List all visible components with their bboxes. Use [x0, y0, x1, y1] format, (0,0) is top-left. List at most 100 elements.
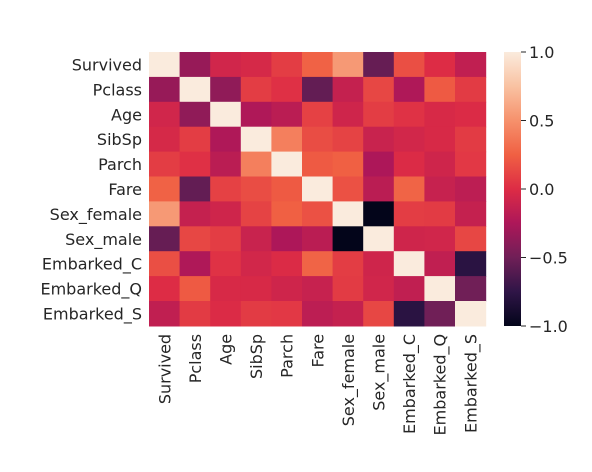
heatmap-cell: [179, 276, 211, 302]
x-tick-label: Age: [217, 334, 236, 365]
y-tick-label: Fare: [108, 180, 142, 199]
y-tick-label: Sex_male: [65, 230, 142, 250]
x-tick-label: Sex_male: [370, 334, 390, 411]
heatmap-cell: [149, 176, 181, 202]
x-tick-label: Embarked_S: [461, 334, 481, 433]
heatmap-cell: [302, 76, 334, 103]
heatmap-cell: [455, 226, 487, 252]
heatmap-cell: [149, 126, 181, 153]
heatmap-cell: [271, 101, 303, 128]
heatmap-cell: [363, 276, 395, 302]
heatmap-cell: [240, 76, 272, 103]
x-tick-label: Embarked_Q: [431, 334, 451, 436]
colorbar-tick-label: 0.0: [529, 180, 554, 199]
heatmap-cell: [149, 226, 181, 252]
heatmap-cell: [271, 151, 303, 178]
heatmap-cell: [149, 101, 181, 128]
y-tick-label: Pclass: [93, 80, 142, 99]
heatmap-cell: [210, 251, 242, 277]
heatmap-cell: [271, 176, 303, 202]
heatmap-cell: [149, 276, 181, 302]
y-tick-label: SibSp: [97, 130, 142, 149]
heatmap-cell: [210, 276, 242, 302]
heatmap-cell: [424, 226, 456, 252]
heatmap-cell: [455, 301, 487, 327]
y-tick-label: Age: [111, 105, 142, 124]
heatmap-cell: [363, 251, 395, 277]
heatmap-cell: [363, 301, 395, 327]
heatmap-cell: [363, 52, 395, 78]
heatmap-cell: [240, 251, 272, 277]
heatmap-cell: [149, 201, 181, 227]
heatmap-cell: [393, 251, 425, 277]
heatmap-cell: [332, 176, 364, 202]
heatmap-cell: [332, 301, 364, 327]
heatmap-cell: [271, 301, 303, 327]
heatmap-cell: [179, 76, 211, 103]
heatmap-cell: [393, 301, 425, 327]
heatmap-cell: [271, 251, 303, 277]
heatmap-cell: [455, 101, 487, 128]
heatmap-cell: [271, 276, 303, 302]
colorbar-tick-label: −1.0: [529, 317, 568, 336]
heatmap-cell: [302, 201, 334, 227]
heatmap-cell: [393, 76, 425, 103]
heatmap-cell: [393, 201, 425, 227]
heatmap-cell: [424, 276, 456, 302]
heatmap-cell: [210, 226, 242, 252]
heatmap-cell: [332, 251, 364, 277]
heatmap-cell: [455, 52, 487, 78]
heatmap-cell: [179, 201, 211, 227]
heatmap-cell: [424, 201, 456, 227]
colorbar-gradient: [504, 52, 521, 326]
heatmap-cell: [210, 151, 242, 178]
heatmap-cell: [302, 52, 334, 78]
heatmap-cell: [393, 151, 425, 178]
y-tick-label: Embarked_Q: [40, 280, 142, 300]
heatmap-cell: [302, 151, 334, 178]
heatmap-cell: [455, 176, 487, 202]
heatmap-cell: [455, 151, 487, 178]
heatmap-cell: [332, 226, 364, 252]
heatmap-cell: [332, 276, 364, 302]
heatmap-cell: [393, 176, 425, 202]
y-tick-labels: Survived Pclass Age SibSp Parch Fare Sex_femal…: [40, 55, 142, 324]
heatmap-cell: [271, 76, 303, 103]
heatmap-cell: [240, 201, 272, 227]
x-tick-label: Parch: [278, 334, 297, 378]
heatmap-cell: [455, 276, 487, 302]
heatmap-cell: [424, 301, 456, 327]
heatmap-cell: [455, 251, 487, 277]
heatmap-cell: [179, 151, 211, 178]
heatmap-cell: [179, 126, 211, 153]
heatmap-cell: [210, 301, 242, 327]
heatmap-cell: [149, 52, 181, 78]
heatmap-cell: [424, 101, 456, 128]
x-tick-label: Sex_female: [339, 334, 359, 426]
heatmap-cell: [179, 52, 211, 78]
heatmap-cell: [240, 176, 272, 202]
heatmap-cell: [302, 176, 334, 202]
heatmap-cell: [271, 226, 303, 252]
y-tick-label: Parch: [98, 155, 142, 174]
heatmap-cell: [393, 126, 425, 153]
heatmap-cell: [302, 251, 334, 277]
colorbar-tick-label: 1.0: [529, 43, 554, 62]
heatmap-cell: [455, 201, 487, 227]
heatmap-cell: [210, 52, 242, 78]
heatmap-cell: [271, 201, 303, 227]
y-tick-label: Embarked_S: [43, 304, 142, 324]
y-tick-label: Sex_female: [50, 205, 142, 225]
heatmap-cell: [302, 126, 334, 153]
heatmap-cell: [332, 76, 364, 103]
x-tick-label: SibSp: [247, 334, 266, 379]
heatmap-cell: [455, 126, 487, 153]
heatmap-cell: [424, 76, 456, 103]
heatmap-cell: [240, 101, 272, 128]
heatmap-cell: [149, 301, 181, 327]
heatmap-cell: [363, 76, 395, 103]
x-tick-label: Pclass: [186, 334, 205, 383]
heatmap-cell: [363, 126, 395, 153]
heatmap-cell: [424, 251, 456, 277]
heatmap-cell: [240, 226, 272, 252]
